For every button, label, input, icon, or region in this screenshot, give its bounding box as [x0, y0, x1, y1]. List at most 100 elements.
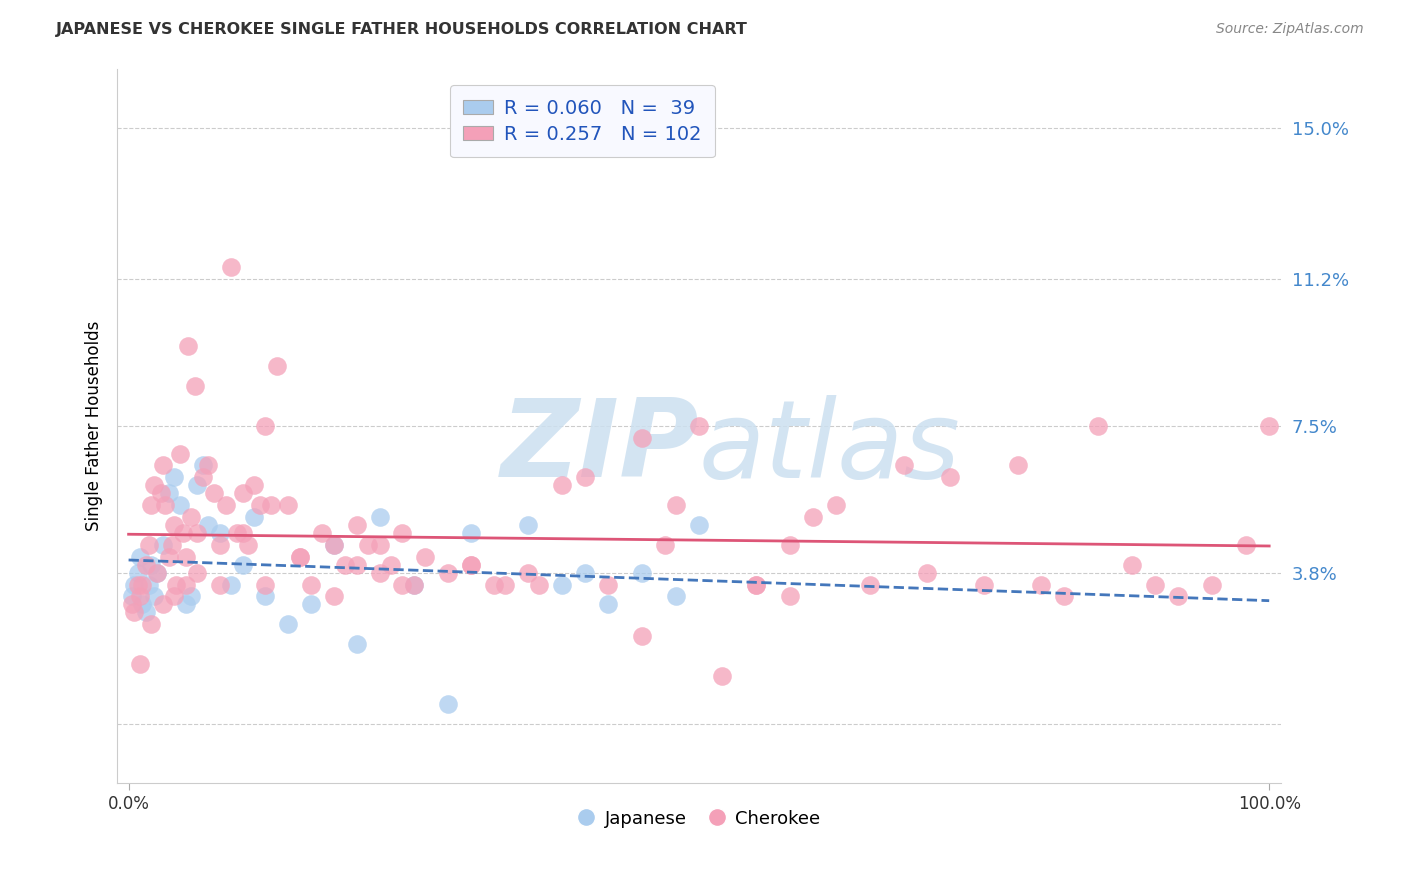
Point [413, 549, 436, 564]
Point [596, 598, 619, 612]
Point [631, 431, 654, 445]
Point [208, 577, 231, 591]
Point [174, 549, 197, 564]
Point [142, 590, 165, 604]
Point [131, 577, 153, 591]
Point [157, 549, 180, 564]
Point [288, 549, 311, 564]
Point [631, 629, 654, 643]
Point [191, 458, 214, 473]
Point [124, 605, 146, 619]
Point [163, 518, 186, 533]
Point [197, 458, 219, 473]
Point [254, 577, 277, 591]
Point [322, 538, 344, 552]
Point [299, 598, 322, 612]
Point [146, 566, 169, 580]
Point [202, 486, 225, 500]
Point [243, 478, 266, 492]
Point [135, 605, 157, 619]
Text: ZIP: ZIP [501, 394, 699, 500]
Point [219, 577, 242, 591]
Point [516, 518, 538, 533]
Point [551, 577, 574, 591]
Point [1144, 577, 1167, 591]
Point [208, 538, 231, 552]
Point [141, 498, 163, 512]
Point [191, 470, 214, 484]
Point [129, 590, 152, 604]
Point [1258, 418, 1281, 433]
Point [129, 657, 152, 671]
Point [973, 577, 995, 591]
Point [631, 566, 654, 580]
Point [138, 577, 160, 591]
Point [1029, 577, 1052, 591]
Point [460, 558, 482, 572]
Point [368, 510, 391, 524]
Point [166, 577, 188, 591]
Point [357, 538, 380, 552]
Point [1087, 418, 1109, 433]
Point [169, 498, 191, 512]
Point [368, 538, 391, 552]
Point [1121, 558, 1143, 572]
Point [437, 697, 460, 711]
Point [197, 518, 219, 533]
Point [254, 590, 277, 604]
Point [596, 577, 619, 591]
Point [174, 577, 197, 591]
Point [1053, 590, 1076, 604]
Point [1201, 577, 1223, 591]
Text: atlas: atlas [699, 395, 960, 500]
Point [1167, 590, 1189, 604]
Point [915, 566, 938, 580]
Point [131, 598, 153, 612]
Point [249, 498, 271, 512]
Point [529, 577, 551, 591]
Point [391, 577, 413, 591]
Point [142, 478, 165, 492]
Point [893, 458, 915, 473]
Point [460, 525, 482, 540]
Point [779, 538, 801, 552]
Point [208, 525, 231, 540]
Point [391, 525, 413, 540]
Point [141, 558, 163, 572]
Text: Source: ZipAtlas.com: Source: ZipAtlas.com [1216, 22, 1364, 37]
Point [335, 558, 357, 572]
Point [322, 590, 344, 604]
Point [346, 518, 368, 533]
Point [232, 525, 254, 540]
Point [824, 498, 846, 512]
Point [124, 577, 146, 591]
Point [574, 566, 596, 580]
Point [494, 577, 516, 591]
Point [163, 590, 186, 604]
Point [219, 260, 242, 274]
Point [174, 598, 197, 612]
Point [551, 478, 574, 492]
Point [146, 566, 169, 580]
Point [138, 538, 160, 552]
Point [288, 549, 311, 564]
Point [127, 577, 149, 591]
Point [129, 549, 152, 564]
Legend: Japanese, Cherokee: Japanese, Cherokee [571, 802, 828, 835]
Point [152, 458, 174, 473]
Y-axis label: Single Father Households: Single Father Households [86, 320, 103, 531]
Point [226, 525, 249, 540]
Point [402, 577, 425, 591]
Point [322, 538, 344, 552]
Point [688, 418, 710, 433]
Point [141, 617, 163, 632]
Point [277, 498, 299, 512]
Point [186, 566, 208, 580]
Point [184, 379, 207, 393]
Point [127, 566, 149, 580]
Point [254, 418, 277, 433]
Point [1234, 538, 1257, 552]
Point [745, 577, 768, 591]
Point [380, 558, 402, 572]
Point [266, 359, 288, 374]
